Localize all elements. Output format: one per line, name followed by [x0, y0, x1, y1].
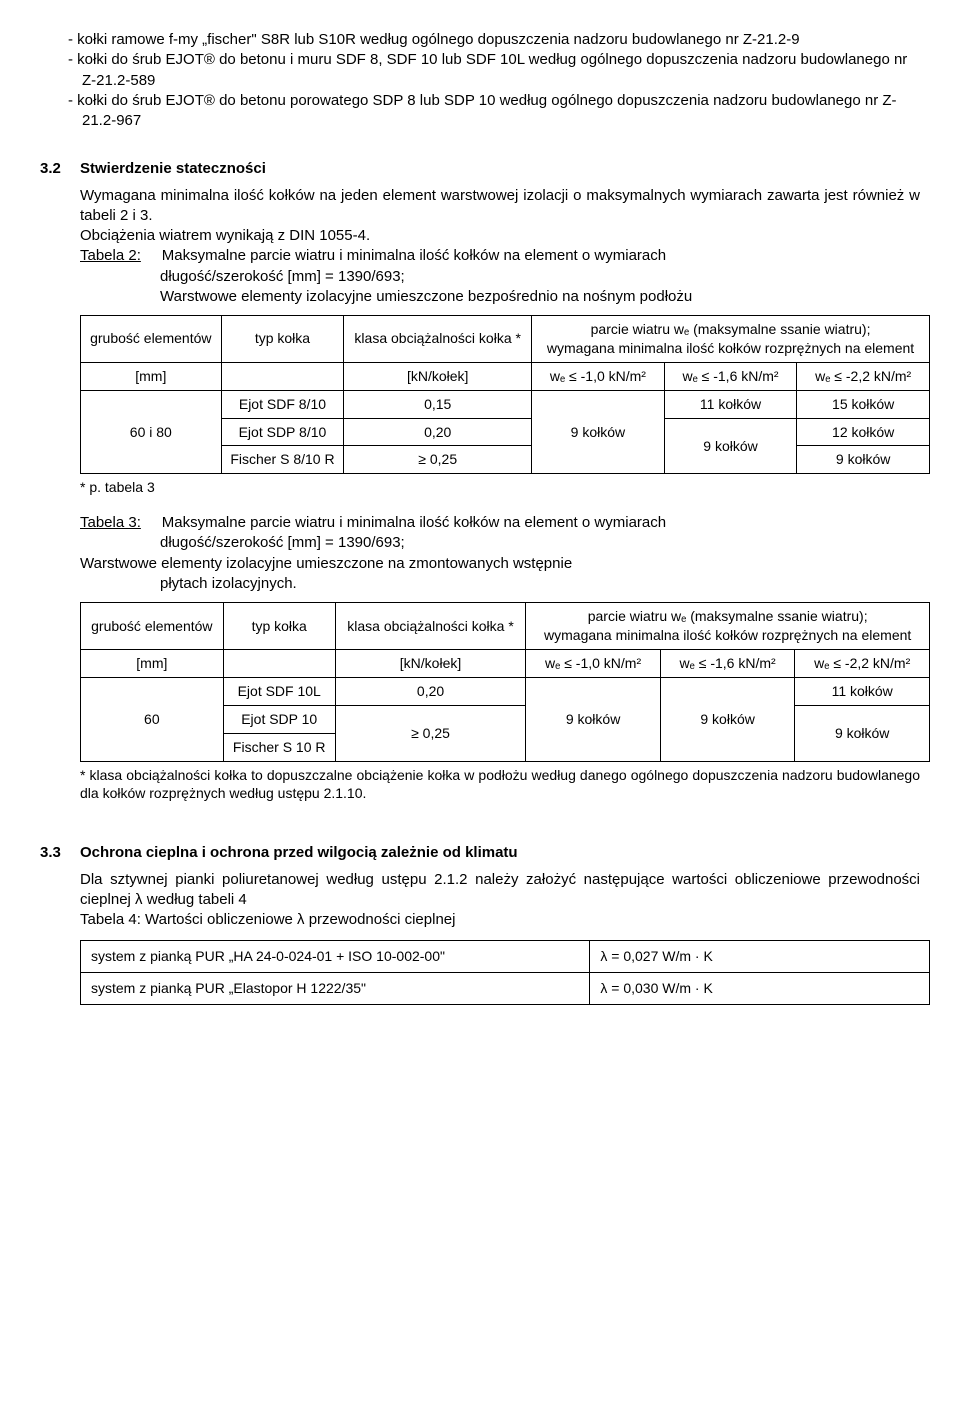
t3-rd: 9 kołków [660, 677, 795, 761]
table-4: system z pianką PUR „HA 24-0-024-01 + IS… [80, 940, 930, 1005]
t3-u-blank [223, 650, 335, 678]
t4-r2a: system z pianką PUR „Elastopor H 1222/35… [81, 973, 590, 1005]
t2-c3: wₑ ≤ -2,2 kN/m² [797, 362, 930, 390]
section-3-3-header: 3.3 Ochrona cieplna i ochrona przed wilg… [40, 843, 920, 863]
t2-r3b: ≥ 0,25 [344, 446, 532, 474]
t2-c1: wₑ ≤ -1,0 kN/m² [532, 362, 665, 390]
t2-u-blank [221, 362, 344, 390]
t3-r1a: Ejot SDF 10L [223, 677, 335, 705]
t2-r-thick: 60 i 80 [81, 390, 222, 474]
table3-subcaption-3: płytach izolacyjnych. [160, 574, 920, 594]
t2-r3e: 9 kołków [797, 446, 930, 474]
intro-line-2: - kołki do śrub EJOT® do betonu i muru S… [82, 50, 920, 91]
t3-h-thick: grubość elementów [81, 603, 224, 650]
table3-footnote: * klasa obciążalności kołka to dopuszcza… [80, 766, 920, 804]
t3-r3e: 9 kołków [795, 705, 930, 761]
table-2: grubość elementów typ kołka klasa obciąż… [80, 315, 930, 474]
t2-rc: 9 kołków [532, 390, 665, 474]
t3-c1: wₑ ≤ -1,0 kN/m² [526, 650, 661, 678]
table2-caption: Tabela 2: Maksymalne parcie wiatru i min… [80, 246, 920, 266]
t2-r2a: Ejot SDP 8/10 [221, 418, 344, 446]
section-3-3-p1: Dla sztywnej pianki poliuretanowej wedłu… [80, 870, 920, 911]
t3-h-wind: parcie wiatru wₑ (maksymalne ssanie wiat… [526, 603, 930, 650]
table-3: grubość elementów typ kołka klasa obciąż… [80, 602, 930, 761]
t2-u-mm: [mm] [81, 362, 222, 390]
t3-u-mm: [mm] [81, 650, 224, 678]
t2-h-wind: parcie wiatru wₑ (maksymalne ssanie wiat… [532, 316, 930, 363]
t2-r2e: 12 kołków [797, 418, 930, 446]
t4-r1a: system z pianką PUR „HA 24-0-024-01 + IS… [81, 941, 590, 973]
t2-r2b: 0,20 [344, 418, 532, 446]
t3-rc: 9 kołków [526, 677, 661, 761]
t2-u-kn: [kN/kołek] [344, 362, 532, 390]
t2-r1d: 11 kołków [664, 390, 797, 418]
t4-r2b: λ = 0,030 W/m · K [590, 973, 930, 1005]
t2-c2: wₑ ≤ -1,6 kN/m² [664, 362, 797, 390]
t3-r1e: 11 kołków [795, 677, 930, 705]
t3-r1b: 0,20 [335, 677, 526, 705]
table3-subcaption-1: długość/szerokość [mm] = 1390/693; [160, 533, 920, 553]
section-3-3-title: Ochrona cieplna i ochrona przed wilgocią… [80, 843, 518, 863]
t2-h-type: typ kołka [221, 316, 344, 363]
t2-r2d: 9 kołków [664, 418, 797, 474]
table3-caption: Tabela 3: Maksymalne parcie wiatru i min… [80, 513, 920, 533]
section-3-2-number: 3.2 [40, 159, 80, 179]
t3-c3: wₑ ≤ -2,2 kN/m² [795, 650, 930, 678]
section-3-2-header: 3.2 Stwierdzenie stateczności [40, 159, 920, 179]
table3-caption-label: Tabela 3: [80, 514, 141, 531]
t2-r1e: 15 kołków [797, 390, 930, 418]
t2-r1a: Ejot SDF 8/10 [221, 390, 344, 418]
t3-u-kn: [kN/kołek] [335, 650, 526, 678]
section-3-3-p2: Tabela 4: Wartości obliczeniowe λ przewo… [80, 910, 920, 930]
table2-footnote: * p. tabela 3 [80, 478, 920, 497]
t3-h-class: klasa obciążalności kołka * [335, 603, 526, 650]
section-3-2-p1: Wymagana minimalna ilość kołków na jeden… [80, 186, 920, 227]
intro-line-1: - kołki ramowe f-my „fischer" S8R lub S1… [82, 30, 920, 50]
t3-h-type: typ kołka [223, 603, 335, 650]
t3-r3a: Fischer S 10 R [223, 733, 335, 761]
table2-caption-label: Tabela 2: [80, 247, 141, 264]
table2-caption-text: Maksymalne parcie wiatru i minimalna ilo… [162, 247, 666, 264]
t2-h-thick: grubość elementów [81, 316, 222, 363]
t2-r1b: 0,15 [344, 390, 532, 418]
t4-r1b: λ = 0,027 W/m · K [590, 941, 930, 973]
section-3-2-title: Stwierdzenie stateczności [80, 159, 266, 179]
table3-caption-text: Maksymalne parcie wiatru i minimalna ilo… [162, 514, 666, 531]
t2-r3a: Fischer S 8/10 R [221, 446, 344, 474]
section-3-3-number: 3.3 [40, 843, 80, 863]
table3-subcaption-2: Warstwowe elementy izolacyjne umieszczon… [80, 554, 920, 574]
t3-c2: wₑ ≤ -1,6 kN/m² [660, 650, 795, 678]
t2-h-class: klasa obciążalności kołka * [344, 316, 532, 363]
intro-line-3: - kołki do śrub EJOT® do betonu porowate… [82, 91, 920, 132]
t3-r-thick: 60 [81, 677, 224, 761]
t3-r2a: Ejot SDP 10 [223, 705, 335, 733]
table2-subcaption-1: długość/szerokość [mm] = 1390/693; [160, 267, 920, 287]
section-3-2-p2: Obciążenia wiatrem wynikają z DIN 1055-4… [80, 226, 920, 246]
t3-r3b: ≥ 0,25 [335, 705, 526, 761]
table2-subcaption-2: Warstwowe elementy izolacyjne umieszczon… [160, 287, 920, 307]
